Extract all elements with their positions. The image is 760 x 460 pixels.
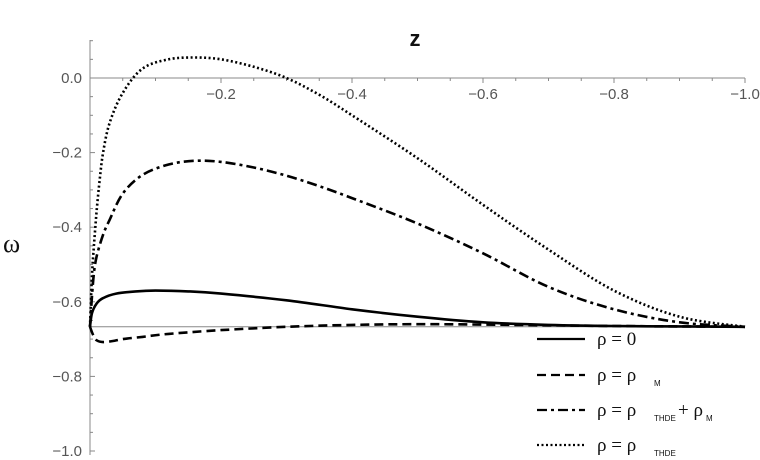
series-line-3 (88, 159, 746, 329)
series-line-2 (88, 322, 746, 344)
legend-subscript: M (706, 414, 713, 423)
x-tick-label: −0.6 (468, 86, 498, 103)
axes (89, 40, 746, 455)
legend-subscript: THDE (654, 449, 676, 458)
legend-label: ρ = ρ (597, 435, 636, 456)
y-axis-label: ω (3, 229, 20, 258)
tick-labels: −0.2 −0.4 −0.6 −0.8 −1.0 0.0 −0.2 −0.4 −0.6 −0.8 −… (52, 70, 759, 460)
y-tick-label: 0.0 (61, 70, 82, 87)
legend-label: ρ = 0 (597, 329, 636, 350)
legend-label: ρ = ρ (597, 365, 636, 386)
x-tick-label: −0.4 (337, 86, 367, 103)
series-line-4 (88, 56, 746, 329)
series-line-1 (88, 289, 746, 329)
legend-subscript: M (654, 379, 661, 388)
y-tick-label: −0.6 (52, 294, 82, 311)
legend-subscript: THDE (654, 414, 676, 423)
legend-label: ρ = ρ (597, 400, 636, 421)
y-tick-label: −0.4 (52, 219, 82, 236)
y-tick-label: −1.0 (52, 443, 82, 460)
y-tick-label: −0.8 (52, 368, 82, 385)
series-layer (88, 56, 746, 344)
y-tick-label: −0.2 (52, 145, 82, 162)
legend-label-part: + ρ (678, 400, 703, 421)
x-tick-label: −0.8 (599, 86, 629, 103)
x-axis-label: z (410, 26, 421, 51)
x-tick-label: −1.0 (730, 86, 760, 103)
legend: ρ = 0ρ = ρ Mρ = ρ THDE + ρ Mρ = ρ THDE (537, 329, 713, 458)
x-tick-label: −0.2 (206, 86, 236, 103)
